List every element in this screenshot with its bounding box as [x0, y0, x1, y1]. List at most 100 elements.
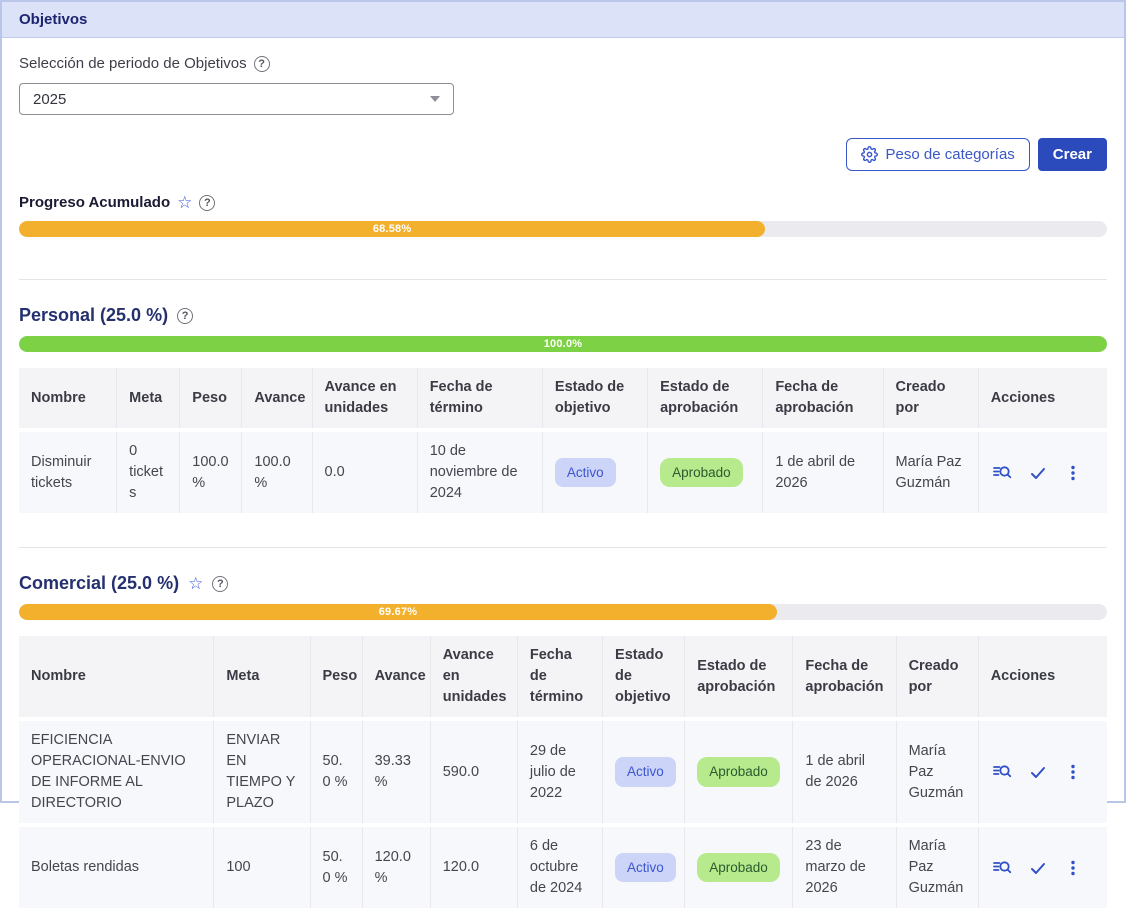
col-fecha-termino: Fecha de término [417, 368, 542, 428]
personal-progress-bar: 100.0% [19, 336, 1107, 352]
period-label: Selección de periodo de Objetivos [19, 55, 247, 72]
status-badge: Activo [555, 458, 616, 488]
cell-fecha-termino: 6 de octubre de 2024 [517, 827, 602, 908]
comercial-section-header: Comercial (25.0 %) ☆ ? [19, 573, 1107, 594]
cell-acciones [978, 432, 1107, 513]
cell-nombre: Disminuir tickets [19, 432, 116, 513]
check-icon[interactable] [1028, 463, 1048, 483]
cell-avance-unidades: 590.0 [430, 721, 517, 823]
cell-nombre: EFICIENCIA OPERACIONAL-ENVIO DE INFORME … [19, 721, 213, 823]
help-icon[interactable]: ? [177, 308, 193, 324]
status-badge: Activo [615, 853, 676, 883]
cell-estado-objetivo: Activo [542, 432, 647, 513]
cell-acciones [978, 827, 1107, 908]
col-avance-unidades: Avance en unidades [430, 636, 517, 717]
kebab-menu-icon[interactable] [1063, 463, 1083, 483]
cell-creado-por: María Paz Guzmán [896, 721, 978, 823]
comercial-table-header-row: Nombre Meta Peso Avance Avance en unidad… [19, 636, 1107, 717]
cell-creado-por: María Paz Guzmán [883, 432, 978, 513]
col-creado-por: Creado por [896, 636, 978, 717]
cell-avance-unidades: 120.0 [430, 827, 517, 908]
status-badge: Activo [615, 757, 676, 787]
progreso-acumulado-value: 68.58% [373, 223, 412, 235]
search-details-icon[interactable] [991, 761, 1013, 783]
col-fecha-aprobacion: Fecha de aprobación [762, 368, 882, 428]
approval-badge: Aprobado [697, 757, 780, 787]
period-select[interactable]: 2025 [19, 83, 454, 115]
table-row: Disminuir tickets 0 tickets 100.0 % 100.… [19, 432, 1107, 513]
personal-table: Nombre Meta Peso Avance Avance en unidad… [19, 364, 1107, 517]
personal-progress-fill: 100.0% [19, 336, 1107, 352]
personal-section-header: Personal (25.0 %) ? [19, 305, 1107, 326]
comercial-table: Nombre Meta Peso Avance Avance en unidad… [19, 632, 1107, 912]
cell-fecha-aprobacion: 1 de abril de 2026 [762, 432, 882, 513]
col-fecha-aprobacion: Fecha de aprobación [792, 636, 895, 717]
cell-estado-aprobacion: Aprobado [684, 721, 792, 823]
star-icon[interactable]: ☆ [177, 194, 192, 211]
peso-categorias-button[interactable]: Peso de categorías [846, 138, 1030, 171]
col-peso: Peso [179, 368, 241, 428]
col-estado-objetivo: Estado de objetivo [542, 368, 647, 428]
col-estado-objetivo: Estado de objetivo [602, 636, 684, 717]
comercial-section-title: Comercial (25.0 %) [19, 573, 179, 594]
cell-meta: 0 tickets [116, 432, 179, 513]
section-divider [19, 547, 1107, 548]
search-details-icon[interactable] [991, 462, 1013, 484]
col-nombre: Nombre [19, 368, 116, 428]
cell-avance: 120.0 % [362, 827, 430, 908]
kebab-menu-icon[interactable] [1063, 858, 1083, 878]
cell-estado-objetivo: Activo [602, 827, 684, 908]
col-avance: Avance [241, 368, 311, 428]
cell-avance-unidades: 0.0 [312, 432, 417, 513]
personal-progress-value: 100.0% [544, 338, 583, 350]
col-estado-aprobacion: Estado de aprobación [684, 636, 792, 717]
objetivos-page: Objetivos Selección de periodo de Objeti… [0, 0, 1126, 803]
comercial-progress-bar: 69.67% [19, 604, 1107, 620]
col-meta: Meta [213, 636, 309, 717]
search-details-icon[interactable] [991, 857, 1013, 879]
help-icon[interactable]: ? [199, 195, 215, 211]
cell-avance: 39.33 % [362, 721, 430, 823]
personal-table-header-row: Nombre Meta Peso Avance Avance en unidad… [19, 368, 1107, 428]
table-row: Boletas rendidas 100 50.0 % 120.0 % 120.… [19, 827, 1107, 908]
crear-button[interactable]: Crear [1038, 138, 1107, 171]
progreso-acumulado-title: Progreso Acumulado [19, 194, 170, 211]
progreso-acumulado-bar: 68.58% [19, 221, 1107, 237]
cell-fecha-aprobacion: 23 de marzo de 2026 [792, 827, 895, 908]
cell-peso: 50.0 % [310, 721, 362, 823]
progreso-acumulado-fill: 68.58% [19, 221, 765, 237]
check-icon[interactable] [1028, 858, 1048, 878]
period-field-label-row: Selección de periodo de Objetivos ? [19, 55, 1107, 72]
col-estado-aprobacion: Estado de aprobación [647, 368, 762, 428]
cell-fecha-termino: 29 de julio de 2022 [517, 721, 602, 823]
cell-meta: 100 [213, 827, 309, 908]
star-icon[interactable]: ☆ [188, 575, 203, 592]
col-fecha-termino: Fecha de término [517, 636, 602, 717]
section-divider [19, 279, 1107, 280]
approval-badge: Aprobado [697, 853, 780, 883]
cell-peso: 50.0 % [310, 827, 362, 908]
cell-estado-objetivo: Activo [602, 721, 684, 823]
col-avance: Avance [362, 636, 430, 717]
help-icon[interactable]: ? [254, 56, 270, 72]
page-title: Objetivos [19, 11, 87, 28]
col-acciones: Acciones [978, 368, 1107, 428]
cell-acciones [978, 721, 1107, 823]
cell-fecha-termino: 10 de noviembre de 2024 [417, 432, 542, 513]
help-icon[interactable]: ? [212, 576, 228, 592]
peso-categorias-label: Peso de categorías [886, 146, 1015, 163]
cell-fecha-aprobacion: 1 de abril de 2026 [792, 721, 895, 823]
progreso-acumulado-header: Progreso Acumulado ☆ ? [19, 194, 1107, 211]
approval-badge: Aprobado [660, 458, 743, 488]
col-nombre: Nombre [19, 636, 213, 717]
gear-icon [861, 146, 878, 163]
check-icon[interactable] [1028, 762, 1048, 782]
col-meta: Meta [116, 368, 179, 428]
cell-creado-por: María Paz Guzmán [896, 827, 978, 908]
toolbar: Peso de categorías Crear [19, 138, 1107, 171]
col-acciones: Acciones [978, 636, 1107, 717]
cell-peso: 100.0 % [179, 432, 241, 513]
col-creado-por: Creado por [883, 368, 978, 428]
comercial-progress-fill: 69.67% [19, 604, 777, 620]
kebab-menu-icon[interactable] [1063, 762, 1083, 782]
